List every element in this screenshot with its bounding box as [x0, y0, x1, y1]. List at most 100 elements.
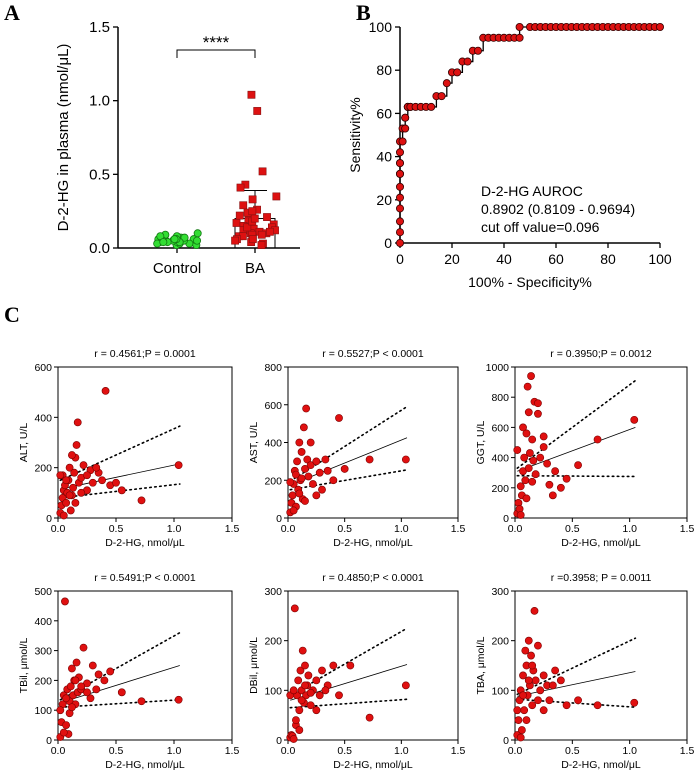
c1-x-tick-label: 1.0	[167, 523, 182, 535]
c3-data-point	[522, 429, 531, 438]
c5-data-point	[295, 726, 304, 734]
c4-data-point	[83, 688, 91, 697]
c4-data-point	[56, 706, 65, 715]
c3-ci-upper	[516, 379, 637, 469]
c6-data-point	[519, 691, 527, 700]
b-y-tick-label: 40	[376, 149, 392, 165]
c3-data-point	[527, 372, 535, 380]
c3-data-point	[526, 449, 534, 457]
c3-data-point	[520, 453, 529, 462]
c3-data-point	[521, 476, 530, 485]
c6-data-point	[513, 706, 522, 715]
b-y-tick-label: 60	[376, 105, 392, 121]
c6-plot-frame	[514, 590, 688, 741]
c4-y-tick-label: 0	[46, 735, 52, 747]
a-x-tick-label: Control	[153, 260, 201, 277]
a-ba-point	[236, 183, 245, 192]
c6-data-point	[517, 726, 526, 734]
c5-data-point	[301, 681, 309, 690]
c2-data-point	[304, 472, 313, 481]
a-y-tick-label: 1.0	[89, 93, 110, 110]
c6-ci-upper	[516, 637, 637, 696]
c6-y-tick-label: 200	[491, 636, 509, 648]
c5-data-point	[296, 666, 305, 675]
a-ba-point	[265, 227, 274, 236]
c6-data-point	[539, 706, 548, 715]
c4-x-tick-label: 1.0	[167, 745, 182, 757]
c1-data-point	[73, 418, 82, 427]
c4-ci-lower	[59, 698, 181, 709]
c6-data-point	[630, 698, 639, 707]
c4-data-point	[92, 685, 101, 694]
a-ba-point	[248, 207, 257, 216]
c5-data-point	[306, 688, 315, 697]
c1-data-point	[77, 488, 86, 497]
c6-data-point	[524, 636, 533, 645]
c3-plot-frame	[514, 366, 688, 519]
a-ba-point	[231, 236, 239, 245]
c1-ci-upper	[59, 425, 181, 482]
c1-data-point	[65, 463, 74, 472]
c5-y-tick-label: 300	[264, 586, 282, 598]
c3-data-point	[528, 435, 537, 444]
c2-data-point	[312, 491, 321, 500]
c4-data-point	[100, 676, 109, 685]
c6-data-point	[534, 641, 542, 650]
c3-y-tick-label: 200	[491, 483, 509, 495]
c6-data-point	[522, 716, 531, 725]
b-roc-point	[463, 57, 472, 66]
c4-data-point	[106, 667, 115, 676]
c4-x-tick-label: 0.5	[109, 745, 124, 757]
b-roc-point	[395, 217, 404, 226]
b-annotation-title: D-2-HG AUROC	[481, 183, 583, 199]
c2-data-point	[318, 485, 326, 494]
c2-data-point	[288, 491, 297, 500]
c1-data-point	[79, 461, 88, 470]
c2-title: r = 0.5527;P < 0.0001	[322, 348, 424, 360]
c2-data-point	[309, 480, 317, 488]
c3-data-point	[528, 477, 537, 486]
c6-data-point	[520, 706, 529, 715]
c5-x-axis-title: D-2-HG, nmol/μL	[333, 759, 413, 771]
b-roc-point	[437, 92, 446, 101]
c4-x-tick-label: 0.0	[51, 745, 66, 757]
c2-data-point	[401, 455, 410, 464]
c1-data-point	[92, 463, 101, 472]
c4-y-tick-label: 500	[34, 586, 52, 598]
c3-data-point	[574, 461, 582, 470]
c5-data-point	[298, 646, 307, 655]
c4-plot-frame	[57, 590, 233, 741]
a-ba-point	[248, 195, 257, 204]
c4-x-axis-title: D-2-HG, nmol/μL	[105, 759, 185, 771]
c1-data-point	[59, 511, 68, 520]
c2-y-tick-label: 800	[264, 362, 282, 374]
c4-data-point	[137, 697, 146, 706]
c6-data-point	[556, 676, 565, 685]
c4-data-point	[59, 728, 68, 737]
b-roc-point	[395, 159, 404, 168]
b-annotation-auroc: 0.8902 (0.8109 - 0.9694)	[481, 201, 635, 217]
b-roc-point	[395, 182, 404, 191]
a-ba-point	[253, 107, 262, 115]
c2-x-tick-label: 0.5	[337, 523, 352, 535]
c6-y-tick-label: 0	[503, 735, 509, 747]
c2-data-point	[297, 474, 306, 483]
c5-ci-upper	[289, 627, 408, 697]
c3-data-point	[551, 467, 560, 476]
c4-y-tick-label: 200	[34, 675, 52, 687]
c2-data-point	[303, 455, 312, 464]
c4-data-point	[86, 694, 95, 703]
c2-data-point	[306, 461, 315, 470]
a-x-tick-label: BA	[245, 260, 265, 277]
c6-data-point	[545, 696, 554, 705]
c3-data-point	[534, 399, 542, 408]
c3-data-point	[531, 470, 540, 479]
c4-y-tick-label: 300	[34, 646, 52, 658]
a-ba-point	[239, 201, 248, 210]
b-x-tick-label: 80	[600, 251, 616, 267]
c3-data-point	[516, 511, 525, 519]
b-roc-point	[442, 79, 451, 88]
c4-data-point	[68, 664, 76, 673]
c1-y-axis-title: ALT, U/L	[18, 423, 30, 463]
c1-data-point	[66, 506, 75, 515]
